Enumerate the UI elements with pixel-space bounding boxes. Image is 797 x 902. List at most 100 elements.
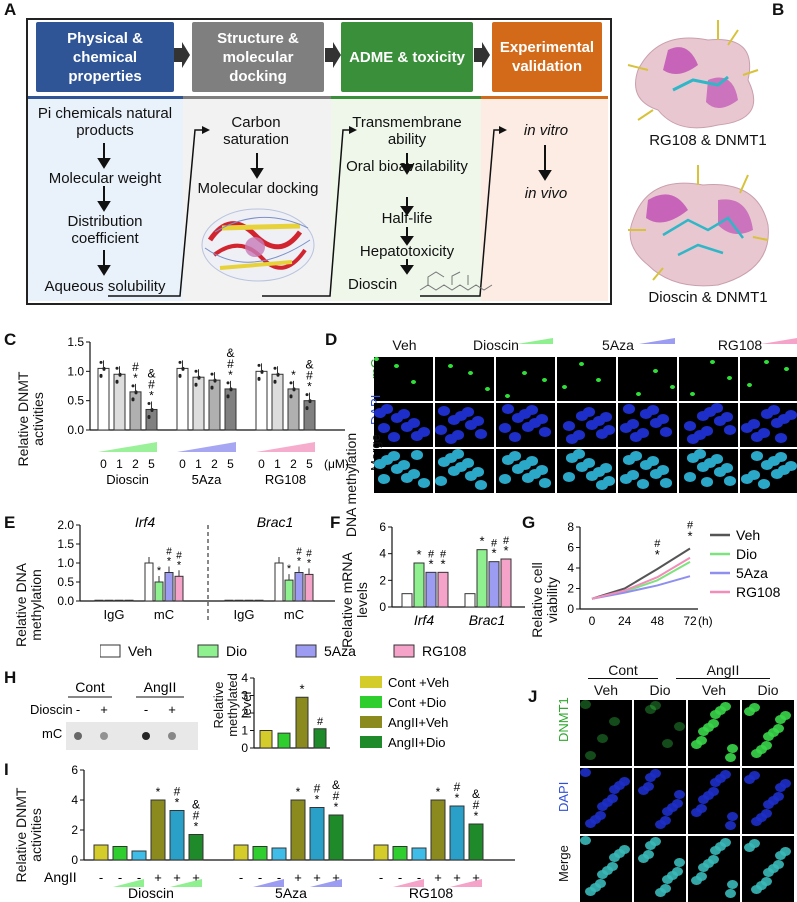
panel-c-sig-mark: * — [149, 388, 154, 402]
panel-d-cell — [721, 463, 733, 473]
panel-j-cell — [650, 701, 661, 711]
panel-c-point — [178, 373, 182, 377]
panel-d-cell — [586, 420, 598, 430]
panel-e-sig-mark: # — [176, 550, 182, 561]
panel-j-cell — [751, 749, 762, 759]
panel-d-cell — [502, 404, 514, 414]
panel-d-cell — [522, 371, 527, 375]
blot-dot — [74, 732, 82, 740]
panel-d-cell — [418, 427, 430, 437]
panel-i-sign: + — [434, 870, 442, 885]
panel-d-micrograph — [374, 357, 433, 401]
panel-c-ytick-label: 1.0 — [67, 364, 84, 378]
panel-i-gradient-wedge — [253, 879, 284, 887]
panel-i-ytick-label: 4 — [71, 793, 78, 807]
legend-label: Dio — [226, 643, 247, 659]
panel-j-cell — [749, 839, 760, 849]
panel-d-cell — [784, 367, 789, 371]
panel-j-cell — [585, 887, 596, 897]
panel-g-sig-mark: # — [654, 538, 661, 550]
panel-c-point — [226, 381, 230, 385]
panel-d-cell — [381, 404, 393, 414]
panel-j-cell — [727, 812, 738, 822]
panel-f-ytick-label: 6 — [379, 520, 386, 534]
header-structure: Structure & molecular docking — [192, 22, 324, 92]
panel-j-cell — [761, 741, 772, 751]
panel-e-bar — [104, 599, 114, 602]
panel-d-cell — [775, 433, 787, 443]
panel-f-sig-mark: * — [416, 547, 421, 562]
panel-h-legend-label: Cont +Dio — [388, 695, 446, 710]
panel-d-cell — [499, 423, 511, 433]
panel-i-sig-mark: * — [455, 791, 460, 805]
panel-c-group-label: Dioscin — [106, 472, 149, 487]
panel-j-cell — [609, 717, 620, 727]
blot-row-label: Dioscin — [30, 702, 73, 717]
step-carbon-saturation: Carbon saturation — [223, 114, 289, 148]
panel-d-cell — [761, 460, 773, 470]
panel-d-cell — [771, 418, 783, 428]
panel-i-bar — [328, 814, 344, 861]
panel-i-bar — [392, 846, 408, 861]
panel-e-sig-mark: * — [177, 559, 182, 571]
step-molecular-weight: Molecular weight — [48, 170, 162, 187]
panel-d-cell — [583, 458, 595, 468]
panel-i-sig-mark: * — [315, 793, 320, 807]
panel-e-ytick-label: 0.5 — [57, 575, 74, 589]
panel-d-cell — [596, 480, 608, 490]
panel-f-bar — [488, 561, 500, 608]
header-arrow-3 — [474, 42, 490, 68]
panel-j-cell — [691, 876, 702, 886]
panel-d-cell — [660, 427, 672, 437]
panel-d-gradient-wedge — [517, 338, 553, 344]
panel-j-cell — [725, 753, 736, 763]
panel-c-bar — [129, 391, 142, 431]
panel-d-cell — [768, 405, 780, 415]
panel-j-cell — [725, 889, 736, 899]
panel-j-cell — [708, 719, 719, 729]
panel-d-cell — [701, 426, 713, 436]
panel-d-cell — [391, 413, 403, 423]
panel-d-cell — [741, 423, 753, 433]
panel-d-cell — [438, 457, 450, 467]
panel-c-dose-label: 5 — [227, 457, 234, 471]
panel-g-sig-mark: * — [687, 529, 692, 544]
panel-j-cell — [643, 782, 654, 792]
panel-i-gradient-wedge — [170, 879, 202, 887]
panel-g-legend-label: Veh — [736, 527, 760, 543]
panel-j-cell — [645, 773, 656, 783]
panel-d-micrograph — [679, 403, 738, 447]
panel-j-cell — [662, 807, 673, 817]
panel-d-cell — [563, 421, 575, 431]
panel-j-cell — [590, 815, 601, 825]
panel-i-bar — [411, 847, 427, 861]
panel-e-bar — [254, 599, 264, 602]
panel-g-xtick-label: 48 — [651, 614, 665, 628]
panel-d-cell — [751, 451, 763, 461]
panel-i-sign: + — [332, 870, 340, 885]
panel-j-cell — [585, 751, 596, 761]
panel-c-sig-mark: # — [148, 377, 155, 391]
panel-c-point — [131, 384, 135, 388]
panel-i-ytick-label: 0 — [71, 853, 78, 867]
panel-j-cell — [660, 816, 671, 826]
panel-j-cell — [751, 885, 762, 895]
panel-c-sig-mark: * — [228, 368, 233, 382]
panel-d-cell — [704, 458, 716, 468]
panel-i-sign: + — [173, 870, 181, 885]
panel-i-bar — [468, 823, 484, 861]
panel-f-ytick-label: 4 — [379, 547, 386, 561]
panel-d-cell — [714, 467, 726, 477]
panel-e-bar — [234, 599, 244, 602]
panel-j-cell — [710, 710, 721, 720]
panel-d-cell — [401, 422, 413, 432]
panel-c-dose-label: 5 — [148, 457, 155, 471]
panel-i-bar — [373, 844, 389, 861]
step-molecular-docking: Molecular docking — [197, 180, 319, 197]
header-arrow-2 — [325, 42, 341, 68]
panel-j-cell — [756, 813, 767, 823]
panel-f-bar — [413, 562, 425, 608]
panel-d-cell — [526, 405, 538, 415]
panel-c-ytick-label: 0.5 — [67, 394, 84, 408]
